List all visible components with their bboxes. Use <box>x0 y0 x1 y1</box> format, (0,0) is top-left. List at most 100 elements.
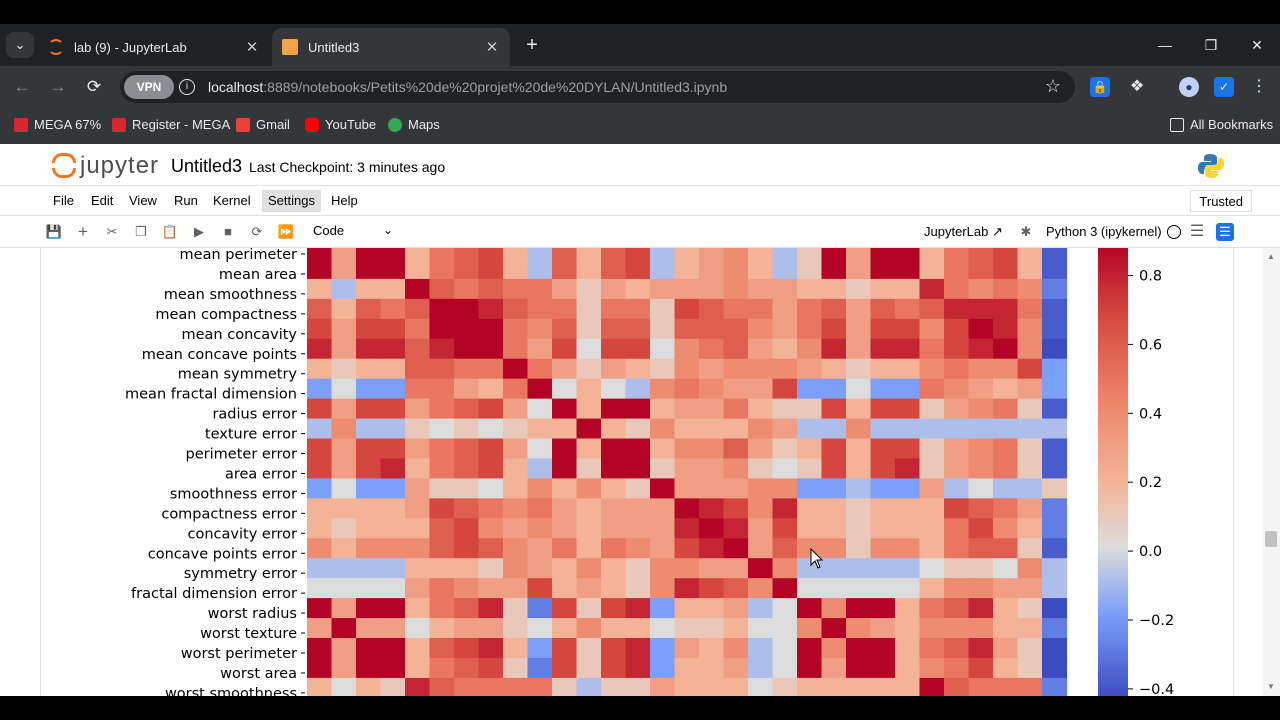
heatmap-cell <box>1017 358 1043 380</box>
fast-forward-icon[interactable]: ⏩ <box>277 224 295 239</box>
jupyterlab-label: JupyterLab <box>924 224 989 239</box>
copy-icon[interactable]: ❐ <box>135 224 147 239</box>
menu-view[interactable]: View <box>129 193 157 208</box>
bookmark-maps[interactable]: Maps <box>388 117 440 132</box>
bookmark-mega[interactable]: MEGA 67% <box>14 117 101 132</box>
profile-avatar-icon[interactable]: ● <box>1179 77 1199 97</box>
window-close-button[interactable]: ✕ <box>1251 37 1263 53</box>
heatmap-cell <box>527 558 553 579</box>
colorbar-segment <box>1098 319 1128 324</box>
heatmap-cell <box>503 498 529 519</box>
page-scrollbar[interactable]: ▲ ▼ <box>1262 248 1280 696</box>
heatmap-cell <box>478 438 504 460</box>
heatmap-cell <box>478 657 504 679</box>
heatmap-cell <box>503 538 529 559</box>
tab-search-button[interactable]: ⌄ <box>6 32 34 58</box>
colorbar-segment <box>1098 473 1128 479</box>
heatmap-cell <box>625 248 651 260</box>
save-icon[interactable]: 💾 <box>45 224 63 239</box>
reload-icon[interactable]: ⟳ <box>86 77 102 96</box>
jupyter-header: jupyter Untitled3 Last Checkpoint: 3 min… <box>0 144 1280 186</box>
heatmap-cell <box>429 618 455 639</box>
cell-type-select[interactable]: Code <box>313 223 345 238</box>
all-bookmarks[interactable]: All Bookmarks <box>1170 117 1273 132</box>
heatmap-cell <box>527 657 553 679</box>
heatmap-cell <box>674 498 700 519</box>
bookmark-star-icon[interactable]: ☆ <box>1044 76 1061 96</box>
minimize-button[interactable]: — <box>1158 37 1172 53</box>
scroll-down-icon[interactable]: ▼ <box>1267 682 1275 691</box>
tab-jupyterlab[interactable]: lab (9) - JupyterLab ✕ <box>38 28 270 66</box>
restore-button[interactable]: ❐ <box>1204 37 1218 53</box>
close-icon[interactable]: ✕ <box>245 39 259 56</box>
menu-help[interactable]: Help <box>331 193 358 208</box>
heatmap-cell <box>503 657 529 679</box>
chevron-down-icon[interactable]: ⌄ <box>383 223 394 237</box>
heatmap-cell <box>552 438 578 460</box>
back-icon[interactable]: ← <box>13 77 31 96</box>
row-label: area error <box>225 466 297 482</box>
colorbar-segment <box>1098 421 1128 426</box>
open-jupyterlab-link[interactable]: JupyterLab ↗ <box>924 224 1003 240</box>
jupyter-logo[interactable]: jupyter <box>52 152 159 180</box>
extension-lock-icon[interactable]: 🔒 <box>1090 77 1110 97</box>
restart-icon[interactable]: ⟳ <box>251 224 263 239</box>
heatmap-cell <box>772 298 798 320</box>
bookmark-gmail[interactable]: Gmail <box>236 117 290 132</box>
shield-extension-icon[interactable]: ✓ <box>1214 77 1234 97</box>
forward-icon[interactable]: → <box>49 77 67 96</box>
trusted-indicator[interactable]: Trusted <box>1190 190 1252 212</box>
site-info-icon[interactable]: i <box>179 79 195 95</box>
heatmap-cell <box>797 677 823 696</box>
tab-untitled3[interactable]: Untitled3 ✕ <box>272 28 510 66</box>
heatmap-cell <box>576 258 602 280</box>
menu-edit[interactable]: Edit <box>91 193 114 208</box>
debugger-bug-icon[interactable]: ✱ <box>1020 224 1032 239</box>
heatmap-cell <box>797 618 823 639</box>
new-tab-button[interactable]: + <box>526 34 538 56</box>
colorbar-segment <box>1098 605 1128 611</box>
cut-icon[interactable]: ✂ <box>106 224 118 239</box>
close-icon[interactable]: ✕ <box>485 39 499 56</box>
bookmark-youtube[interactable]: YouTube <box>305 117 376 132</box>
scroll-up-icon[interactable]: ▲ <box>1267 252 1275 261</box>
heatmap-cell <box>650 318 676 340</box>
menu-lines-icon[interactable]: ☰ <box>1189 223 1205 240</box>
colorbar-segment <box>1098 477 1128 483</box>
colorbar-segment <box>1098 590 1128 596</box>
bookmark-register-mega[interactable]: Register - MEGA <box>112 117 230 132</box>
heatmap-cell <box>1042 438 1068 460</box>
menu-settings[interactable]: Settings <box>262 190 321 212</box>
heatmap-cell <box>1042 677 1068 696</box>
row-label: radius error <box>212 407 297 423</box>
property-inspector-icon[interactable]: ☰ <box>1216 223 1234 241</box>
add-cell-icon[interactable]: + <box>78 222 88 241</box>
run-icon[interactable]: ▶ <box>194 224 204 239</box>
heatmap-cell <box>576 248 602 260</box>
colorbar-segment <box>1098 266 1128 272</box>
heatmap-cell <box>821 598 847 619</box>
colorbar-segment <box>1098 650 1128 656</box>
scrollbar-thumb[interactable] <box>1265 531 1277 547</box>
paste-icon[interactable]: 📋 <box>161 224 179 239</box>
menu-run[interactable]: Run <box>174 193 198 208</box>
extensions-puzzle-icon[interactable]: ❖ <box>1129 78 1145 95</box>
heatmap-cell <box>601 278 627 300</box>
url-text[interactable]: localhost:8889/notebooks/Petits%20de%20p… <box>208 79 727 95</box>
python-logo-icon <box>1198 154 1224 178</box>
heatmap-cell <box>625 618 651 639</box>
notebook-name[interactable]: Untitled3 <box>171 156 243 176</box>
heatmap-cell <box>944 518 970 539</box>
menu-kernel[interactable]: Kernel <box>213 193 251 208</box>
heatmap-cell <box>870 278 896 300</box>
vpn-badge[interactable]: VPN <box>124 75 174 99</box>
stop-icon[interactable]: ■ <box>224 224 232 239</box>
kernel-name[interactable]: Python 3 (ipykernel) <box>1046 224 1162 239</box>
more-menu-icon[interactable]: ⋮ <box>1251 78 1267 95</box>
heatmap-cell <box>944 598 970 619</box>
heatmap-cell <box>625 318 651 340</box>
youtube-icon <box>305 117 319 132</box>
menu-file[interactable]: File <box>53 193 74 208</box>
address-bar[interactable]: VPN i localhost:8889/notebooks/Petits%20… <box>120 71 1075 103</box>
heatmap-cell <box>821 558 847 579</box>
